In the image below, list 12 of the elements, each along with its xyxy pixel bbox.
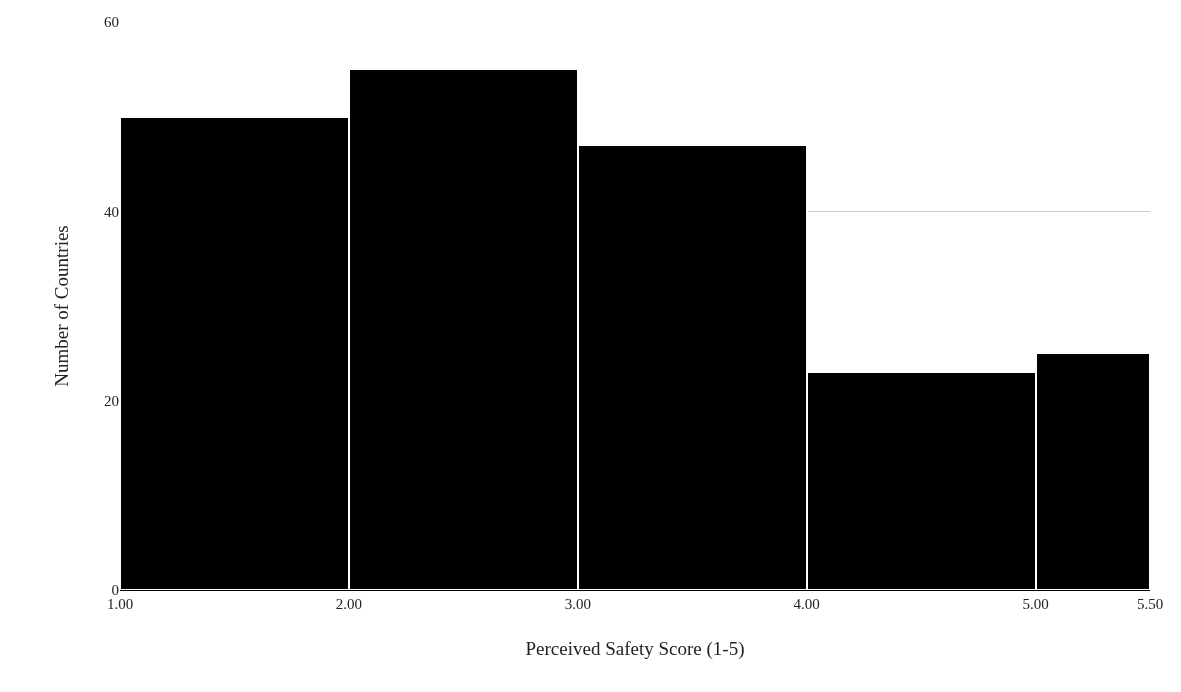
x-axis-title: Perceived Safety Score (1-5) [525, 637, 745, 660]
x-tick-label: 5.50 [1136, 596, 1164, 612]
y-axis-title: Number of Countries [50, 225, 72, 387]
x-tick-label: 1.00 [106, 596, 134, 612]
y-tick-label: 40 [104, 203, 119, 220]
x-tick-label: 2.00 [335, 596, 363, 612]
y-tick-label: 0 [111, 582, 119, 599]
y-tick-label: 20 [104, 392, 119, 409]
x-tick-label: 4.00 [793, 596, 820, 612]
x-tick-label: 3.00 [564, 596, 591, 612]
y-tick-label: 60 [104, 14, 119, 31]
x-tick-label: 5.00 [1022, 596, 1049, 612]
